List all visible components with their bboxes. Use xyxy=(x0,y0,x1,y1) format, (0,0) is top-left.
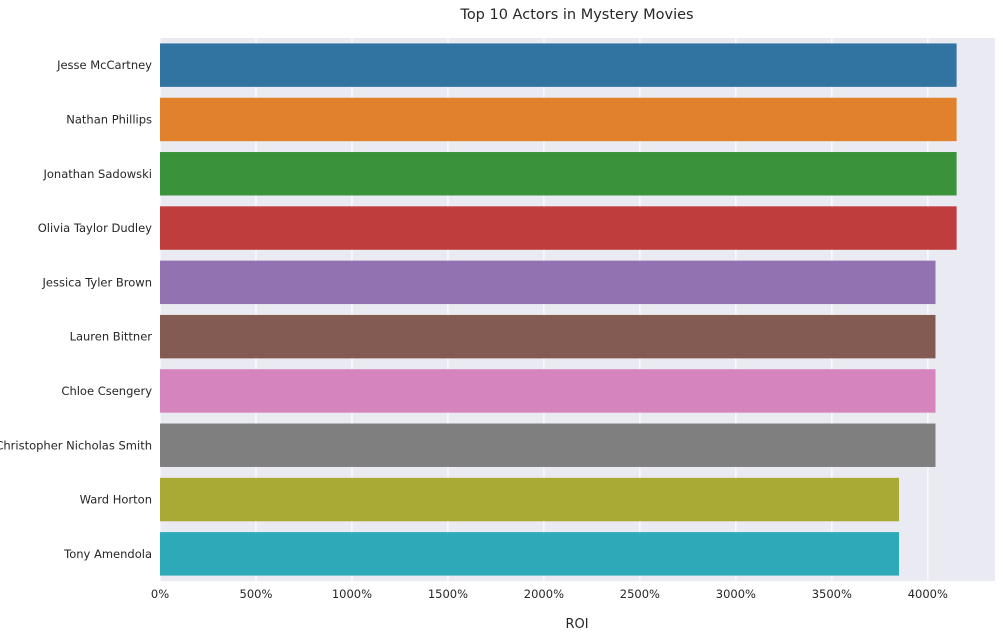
y-tick-label: Jonathan Sadowski xyxy=(43,167,153,181)
y-tick-label: Nathan Phillips xyxy=(66,112,152,126)
y-tick-label: Chloe Csengery xyxy=(61,384,152,398)
bar xyxy=(160,152,957,196)
bar xyxy=(160,206,957,250)
bar xyxy=(160,369,936,413)
bars xyxy=(160,43,957,576)
bar xyxy=(160,97,957,142)
bar xyxy=(160,423,936,467)
y-tick-label: Olivia Taylor Dudley xyxy=(38,221,152,235)
x-tick-label: 4000% xyxy=(908,587,948,601)
x-tick-label: 3000% xyxy=(716,587,756,601)
x-tick-labels: 0% 500% 1000% 1500% 2000% 2500% 3000% 3500% 4000… xyxy=(151,587,948,601)
x-tick-label: 2000% xyxy=(524,587,564,601)
x-tick-label: 2500% xyxy=(620,587,660,601)
bar xyxy=(160,260,936,305)
x-tick-label: 1000% xyxy=(332,587,372,601)
y-tick-label: Christopher Nicholas Smith xyxy=(0,438,152,452)
x-tick-label: 3500% xyxy=(812,587,852,601)
y-tick-label: Jessica Tyler Brown xyxy=(42,275,152,289)
x-tick-label: 500% xyxy=(240,587,273,601)
bar xyxy=(160,532,900,576)
x-tick-label: 1500% xyxy=(428,587,468,601)
bar xyxy=(160,314,936,359)
x-axis-label: ROI xyxy=(565,617,588,632)
y-tick-label: Ward Horton xyxy=(80,493,152,507)
x-tick-label: 0% xyxy=(151,587,169,601)
chart-title: Top 10 Actors in Mystery Movies xyxy=(459,7,693,23)
y-tick-labels: Jesse McCartney Nathan Phillips Jonathan S… xyxy=(0,58,152,561)
bar xyxy=(160,477,900,522)
y-tick-label: Lauren Bittner xyxy=(70,330,153,344)
bar xyxy=(160,43,957,87)
y-tick-label: Tony Amendola xyxy=(63,547,152,561)
y-tick-label: Jesse McCartney xyxy=(56,58,152,72)
